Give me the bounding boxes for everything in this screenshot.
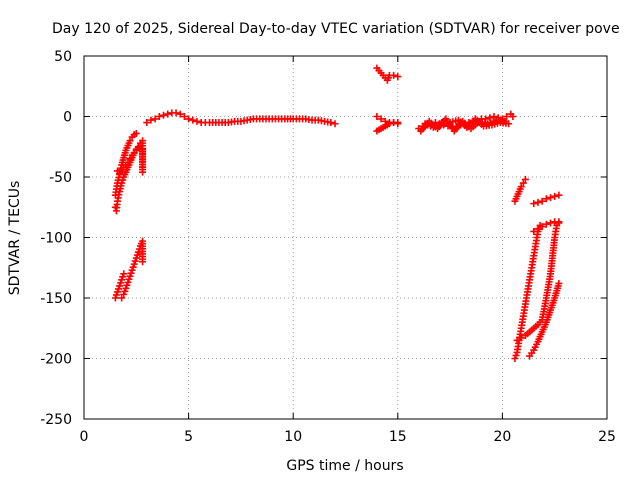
- data-point: [517, 334, 525, 342]
- gridlines: [84, 56, 607, 419]
- data-point: [542, 195, 550, 203]
- data-point: [132, 129, 140, 137]
- y-tick-label: 0: [63, 110, 72, 126]
- data-point: [139, 258, 147, 266]
- data-point: [530, 227, 538, 235]
- x-tick-label: 20: [493, 429, 511, 445]
- y-tick-label: 50: [54, 49, 72, 65]
- data-series: [118, 237, 147, 302]
- data-series: [511, 175, 529, 205]
- data-point: [517, 183, 525, 191]
- y-tick-label: -100: [40, 231, 72, 247]
- x-tick-label: 10: [284, 429, 302, 445]
- y-axis-label: SDTVAR / TECUs: [7, 181, 23, 296]
- data-series: [530, 191, 563, 208]
- data-series: [143, 109, 339, 128]
- data-points: [111, 64, 563, 362]
- data-point: [555, 218, 563, 226]
- data-point: [503, 113, 511, 120]
- data-point: [534, 198, 542, 206]
- data-point: [143, 119, 151, 127]
- data-point: [513, 336, 521, 344]
- data-point: [505, 120, 513, 128]
- data-point: [185, 115, 193, 123]
- data-point: [377, 115, 385, 123]
- data-point: [176, 110, 184, 118]
- data-point: [534, 225, 542, 233]
- data-series: [513, 219, 563, 344]
- data-point: [164, 110, 172, 118]
- data-point: [390, 119, 398, 127]
- data-series: [111, 270, 128, 302]
- tick-labels: 0 5 10 15 20 25 -250 -200 -150 -100 -50 0 50: [40, 49, 616, 445]
- data-point: [538, 197, 546, 205]
- data-point: [331, 120, 339, 128]
- data-point: [519, 179, 527, 187]
- data-series: [526, 279, 563, 360]
- x-tick-label: 0: [80, 429, 89, 445]
- x-tick-label: 5: [184, 429, 193, 445]
- data-point: [547, 194, 555, 202]
- data-point: [193, 117, 201, 125]
- y-tick-label: -150: [40, 291, 72, 307]
- data-point: [126, 137, 134, 145]
- data-series: [373, 113, 402, 128]
- data-point: [542, 220, 550, 228]
- data-point: [147, 116, 155, 124]
- data-point: [390, 71, 398, 79]
- data-series: [373, 64, 402, 84]
- data-point: [155, 113, 163, 120]
- data-point: [118, 294, 126, 302]
- data-point: [373, 113, 381, 120]
- data-point: [555, 191, 563, 199]
- data-series: [113, 139, 147, 177]
- data-point: [120, 270, 128, 278]
- data-point: [126, 155, 134, 163]
- data-point: [180, 113, 188, 120]
- data-series: [530, 218, 563, 235]
- data-point: [116, 169, 124, 177]
- data-point: [394, 120, 402, 128]
- data-series: [421, 115, 513, 131]
- data-point: [538, 223, 546, 231]
- data-point: [327, 119, 335, 127]
- data-point: [172, 109, 180, 117]
- x-tick-label: 25: [598, 429, 616, 445]
- y-tick-label: -200: [40, 352, 72, 368]
- axis-ticks: [83, 55, 608, 420]
- data-point: [551, 192, 559, 200]
- data-point: [159, 111, 167, 119]
- data-point: [394, 73, 402, 81]
- chart-title: Day 120 of 2025, Sidereal Day-to-day VTE…: [52, 21, 620, 37]
- data-point: [189, 116, 197, 124]
- data-point: [381, 117, 389, 125]
- data-point: [139, 145, 147, 153]
- data-series: [511, 221, 544, 362]
- data-point: [530, 200, 538, 208]
- data-point: [509, 113, 517, 120]
- data-point: [555, 279, 563, 287]
- data-point: [124, 158, 132, 166]
- x-axis-label: GPS time / hours: [286, 458, 403, 474]
- x-tick-label: 15: [389, 429, 407, 445]
- y-tick-label: -50: [49, 170, 72, 186]
- data-point: [547, 219, 555, 227]
- y-tick-label: -250: [40, 412, 72, 428]
- data-point: [151, 115, 159, 123]
- data-point: [521, 175, 529, 183]
